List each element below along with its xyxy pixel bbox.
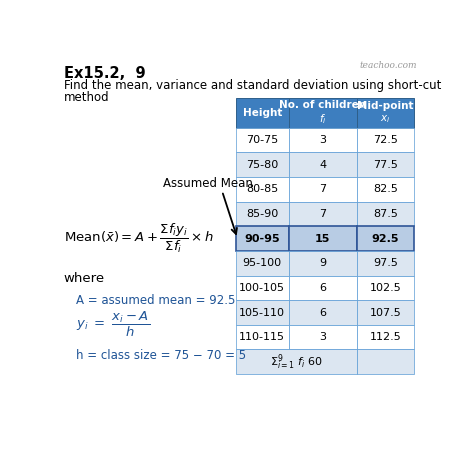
Text: 6: 6	[319, 308, 326, 318]
Text: 90-95: 90-95	[245, 234, 280, 244]
Text: 3: 3	[319, 332, 326, 342]
Text: 70-75: 70-75	[246, 135, 278, 145]
Bar	[357, 99, 414, 128]
Bar	[357, 201, 414, 226]
Bar	[236, 300, 289, 325]
Bar	[236, 99, 289, 128]
Text: 80-85: 80-85	[246, 184, 278, 194]
Text: 105-110: 105-110	[239, 308, 285, 318]
Bar	[357, 152, 414, 177]
Text: 107.5: 107.5	[370, 308, 401, 318]
Bar	[289, 177, 357, 201]
Text: 6: 6	[319, 283, 326, 293]
Text: Height: Height	[243, 108, 282, 118]
Bar	[357, 300, 414, 325]
Text: where: where	[64, 272, 105, 285]
Text: teachoo.com: teachoo.com	[360, 62, 417, 71]
Bar	[289, 99, 357, 128]
Text: 82.5: 82.5	[373, 184, 398, 194]
Bar	[289, 152, 357, 177]
Text: 7: 7	[319, 209, 326, 219]
Bar	[289, 300, 357, 325]
Text: 95-100: 95-100	[243, 258, 282, 268]
Bar	[236, 177, 289, 201]
Text: 92.5: 92.5	[372, 234, 399, 244]
Bar	[236, 128, 289, 152]
Text: Find the mean, variance and standard deviation using short-cut: Find the mean, variance and standard dev…	[64, 79, 441, 92]
Text: 112.5: 112.5	[370, 332, 401, 342]
Bar	[236, 152, 289, 177]
Text: 72.5: 72.5	[373, 135, 398, 145]
Bar	[236, 251, 289, 275]
Bar	[236, 275, 289, 300]
Bar	[289, 275, 357, 300]
Text: No. of children
$f_i$: No. of children $f_i$	[279, 100, 366, 126]
Bar	[236, 226, 289, 251]
Bar	[289, 128, 357, 152]
Text: 3: 3	[319, 135, 326, 145]
Bar	[236, 325, 289, 349]
Bar	[357, 177, 414, 201]
Text: Assumed Mean: Assumed Mean	[163, 177, 253, 190]
Text: 77.5: 77.5	[373, 160, 398, 170]
Bar	[236, 349, 357, 374]
Text: Ex15.2,  9: Ex15.2, 9	[64, 66, 146, 81]
Text: 9: 9	[319, 258, 326, 268]
Bar	[357, 128, 414, 152]
Text: $\mathrm{Mean}(\bar{x}) = A + \dfrac{\Sigma f_i y_i}{\Sigma f_i} \times h$: $\mathrm{Mean}(\bar{x}) = A + \dfrac{\Si…	[64, 222, 214, 255]
Bar	[289, 251, 357, 275]
Text: h = class size = 75 − 70 = 5: h = class size = 75 − 70 = 5	[76, 349, 246, 362]
Bar	[357, 226, 414, 251]
Bar	[357, 325, 414, 349]
Text: 75-80: 75-80	[246, 160, 278, 170]
Bar	[289, 325, 357, 349]
Text: 15: 15	[315, 234, 330, 244]
Text: $y_i\ =\ \dfrac{x_i - A}{h}$: $y_i\ =\ \dfrac{x_i - A}{h}$	[76, 310, 150, 339]
Text: 110-115: 110-115	[239, 332, 285, 342]
Bar	[289, 226, 357, 251]
Bar	[357, 349, 414, 374]
Text: 97.5: 97.5	[373, 258, 398, 268]
Text: $\Sigma_{i=1}^{9}\ f_i\ 60$: $\Sigma_{i=1}^{9}\ f_i\ 60$	[270, 352, 323, 372]
Text: 85-90: 85-90	[246, 209, 278, 219]
Text: Mid-point
$x_i$: Mid-point $x_i$	[357, 101, 414, 125]
Bar	[357, 275, 414, 300]
Text: 4: 4	[319, 160, 326, 170]
Text: 87.5: 87.5	[373, 209, 398, 219]
Bar	[357, 251, 414, 275]
Text: method: method	[64, 91, 109, 104]
Text: 102.5: 102.5	[370, 283, 401, 293]
Bar	[289, 201, 357, 226]
Text: 100-105: 100-105	[239, 283, 285, 293]
Text: A = assumed mean = 92.5: A = assumed mean = 92.5	[76, 294, 236, 307]
Text: 7: 7	[319, 184, 326, 194]
Bar	[236, 201, 289, 226]
